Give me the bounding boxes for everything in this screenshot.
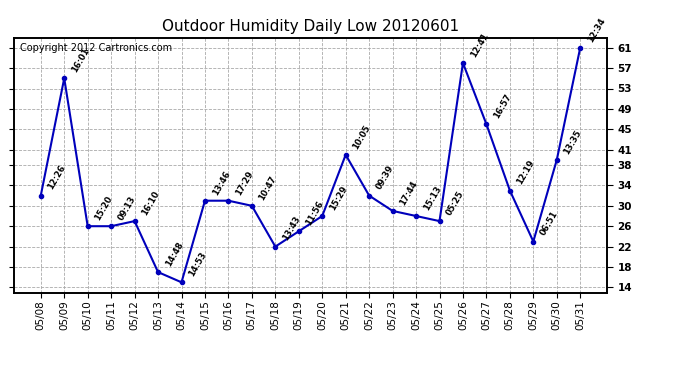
Text: 16:01: 16:01 (70, 46, 91, 74)
Text: 14:53: 14:53 (187, 251, 208, 278)
Text: 12:34: 12:34 (586, 16, 607, 44)
Text: 06:51: 06:51 (539, 210, 560, 237)
Text: 12:26: 12:26 (46, 164, 68, 191)
Text: 16:57: 16:57 (492, 92, 513, 120)
Text: 13:46: 13:46 (210, 169, 232, 196)
Text: 11:56: 11:56 (304, 200, 326, 227)
Text: 05:25: 05:25 (445, 189, 466, 217)
Text: 15:13: 15:13 (422, 184, 443, 212)
Text: 15:29: 15:29 (328, 184, 349, 212)
Text: 10:47: 10:47 (257, 174, 279, 202)
Text: 10:05: 10:05 (351, 123, 373, 151)
Text: 09:13: 09:13 (117, 195, 138, 222)
Text: 09:39: 09:39 (375, 164, 395, 191)
Text: 17:29: 17:29 (234, 169, 255, 196)
Text: 17:44: 17:44 (398, 179, 420, 207)
Text: 12:19: 12:19 (515, 159, 537, 186)
Text: 15:20: 15:20 (93, 194, 115, 222)
Text: 13:35: 13:35 (562, 128, 584, 156)
Text: 14:48: 14:48 (164, 240, 185, 268)
Text: 12:41: 12:41 (469, 31, 490, 59)
Title: Outdoor Humidity Daily Low 20120601: Outdoor Humidity Daily Low 20120601 (162, 18, 459, 33)
Text: 16:10: 16:10 (140, 189, 161, 217)
Text: Copyright 2012 Cartronics.com: Copyright 2012 Cartronics.com (20, 43, 172, 52)
Text: 13:43: 13:43 (281, 215, 302, 242)
